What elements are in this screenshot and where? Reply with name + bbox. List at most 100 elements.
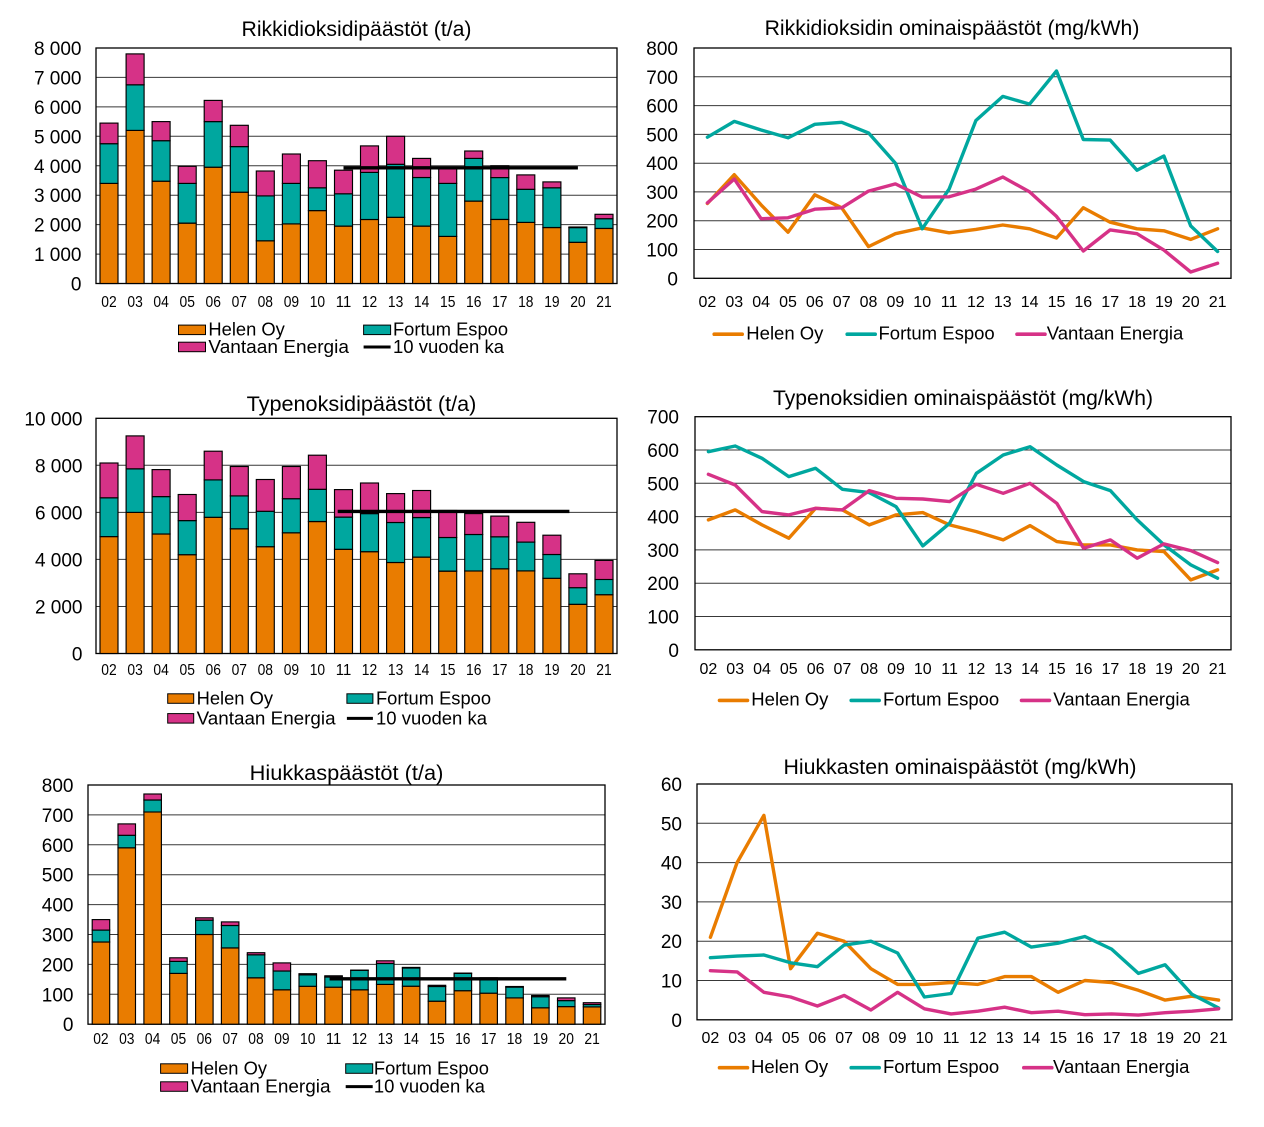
- svg-text:Helen Oy: Helen Oy: [751, 689, 829, 710]
- svg-text:Fortum Espoo: Fortum Espoo: [879, 322, 995, 343]
- svg-text:16: 16: [1074, 294, 1092, 311]
- svg-text:700: 700: [42, 806, 74, 827]
- svg-text:16: 16: [466, 662, 481, 679]
- svg-text:10 000: 10 000: [24, 409, 82, 430]
- svg-text:02: 02: [702, 1030, 720, 1047]
- svg-text:13: 13: [994, 661, 1012, 678]
- svg-text:0: 0: [72, 645, 83, 666]
- svg-text:11: 11: [336, 294, 351, 311]
- svg-text:20: 20: [661, 932, 682, 953]
- svg-text:Vantaan Energia: Vantaan Energia: [1053, 1056, 1190, 1077]
- svg-text:07: 07: [232, 662, 247, 679]
- svg-text:21: 21: [1209, 294, 1227, 311]
- svg-text:15: 15: [440, 294, 455, 311]
- svg-text:17: 17: [492, 662, 507, 679]
- svg-text:200: 200: [42, 955, 74, 976]
- svg-text:06: 06: [197, 1031, 212, 1048]
- svg-text:13: 13: [378, 1031, 393, 1048]
- svg-text:13: 13: [996, 1030, 1014, 1047]
- svg-text:500: 500: [42, 866, 74, 887]
- svg-text:Rikkidioksidin ominaispäästöt: Rikkidioksidin ominaispäästöt (mg/kWh): [765, 17, 1140, 40]
- svg-text:17: 17: [481, 1031, 496, 1048]
- svg-text:05: 05: [782, 1030, 800, 1047]
- svg-text:700: 700: [647, 408, 679, 429]
- svg-text:17: 17: [1101, 294, 1119, 311]
- svg-text:300: 300: [42, 926, 74, 947]
- svg-text:17: 17: [1102, 661, 1120, 678]
- svg-text:10: 10: [914, 661, 932, 678]
- svg-text:100: 100: [646, 241, 678, 262]
- svg-text:Helen Oy: Helen Oy: [746, 322, 824, 343]
- svg-text:0: 0: [667, 269, 678, 290]
- svg-text:15: 15: [1048, 294, 1066, 311]
- svg-text:600: 600: [42, 836, 74, 857]
- svg-text:14: 14: [1021, 294, 1039, 311]
- svg-text:800: 800: [42, 776, 74, 797]
- svg-text:600: 600: [647, 441, 679, 462]
- svg-text:11: 11: [941, 294, 958, 311]
- svg-text:19: 19: [1156, 1030, 1174, 1047]
- svg-text:03: 03: [127, 662, 142, 679]
- svg-text:500: 500: [647, 474, 679, 495]
- svg-text:400: 400: [646, 154, 678, 175]
- svg-text:Vantaan Energia: Vantaan Energia: [1047, 322, 1184, 343]
- svg-text:300: 300: [646, 183, 678, 204]
- svg-text:Helen Oy: Helen Oy: [751, 1056, 829, 1077]
- svg-text:16: 16: [455, 1031, 470, 1048]
- svg-text:12: 12: [352, 1031, 367, 1048]
- svg-text:800: 800: [646, 39, 678, 60]
- svg-text:0: 0: [63, 1015, 74, 1036]
- svg-text:11: 11: [336, 662, 351, 679]
- svg-text:08: 08: [248, 1031, 263, 1048]
- svg-text:09: 09: [284, 662, 299, 679]
- svg-text:Fortum Espoo: Fortum Espoo: [883, 1056, 999, 1077]
- svg-text:2 000: 2 000: [35, 598, 83, 619]
- svg-text:05: 05: [171, 1031, 186, 1048]
- svg-text:04: 04: [153, 662, 168, 679]
- svg-text:20: 20: [1183, 1030, 1201, 1047]
- svg-text:3 000: 3 000: [34, 186, 82, 207]
- svg-text:14: 14: [1021, 661, 1039, 678]
- svg-text:04: 04: [145, 1031, 160, 1048]
- svg-text:08: 08: [862, 1030, 880, 1047]
- svg-text:700: 700: [646, 68, 678, 89]
- svg-text:18: 18: [1128, 661, 1146, 678]
- svg-text:Typenoksidipäästöt (t/a): Typenoksidipäästöt (t/a): [247, 393, 477, 416]
- svg-text:10: 10: [310, 294, 325, 311]
- svg-text:03: 03: [726, 661, 744, 678]
- svg-text:13: 13: [994, 294, 1012, 311]
- svg-text:10: 10: [913, 294, 931, 311]
- svg-text:8 000: 8 000: [34, 39, 82, 60]
- svg-text:Helen Oy: Helen Oy: [197, 687, 274, 708]
- svg-text:02: 02: [93, 1031, 108, 1048]
- svg-text:12: 12: [969, 1030, 987, 1047]
- svg-text:10 vuoden ka: 10 vuoden ka: [393, 336, 505, 357]
- svg-text:15: 15: [429, 1031, 444, 1048]
- svg-text:02: 02: [101, 662, 116, 679]
- svg-text:Fortum Espoo: Fortum Espoo: [376, 687, 491, 708]
- svg-text:16: 16: [466, 294, 481, 311]
- svg-text:11: 11: [941, 661, 958, 678]
- svg-text:18: 18: [518, 662, 533, 679]
- svg-text:09: 09: [887, 294, 905, 311]
- svg-text:06: 06: [809, 1030, 827, 1047]
- svg-text:10 vuoden ka: 10 vuoden ka: [376, 707, 488, 728]
- svg-text:03: 03: [728, 1030, 746, 1047]
- svg-text:18: 18: [518, 294, 533, 311]
- svg-text:13: 13: [388, 662, 403, 679]
- svg-text:0: 0: [668, 641, 679, 662]
- svg-text:Hiukkaspäästöt (t/a): Hiukkaspäästöt (t/a): [250, 762, 444, 785]
- svg-text:0: 0: [71, 275, 82, 296]
- svg-text:21: 21: [584, 1031, 599, 1048]
- svg-text:04: 04: [755, 1030, 773, 1047]
- svg-text:Vantaan Energia: Vantaan Energia: [1053, 689, 1190, 710]
- svg-text:400: 400: [647, 508, 679, 529]
- svg-text:60: 60: [661, 775, 682, 796]
- svg-text:16: 16: [1076, 1030, 1094, 1047]
- svg-text:04: 04: [153, 294, 168, 311]
- svg-text:08: 08: [258, 662, 273, 679]
- svg-text:Fortum Espoo: Fortum Espoo: [883, 689, 999, 710]
- svg-text:19: 19: [1155, 294, 1173, 311]
- svg-text:14: 14: [1023, 1030, 1041, 1047]
- svg-text:10: 10: [300, 1031, 315, 1048]
